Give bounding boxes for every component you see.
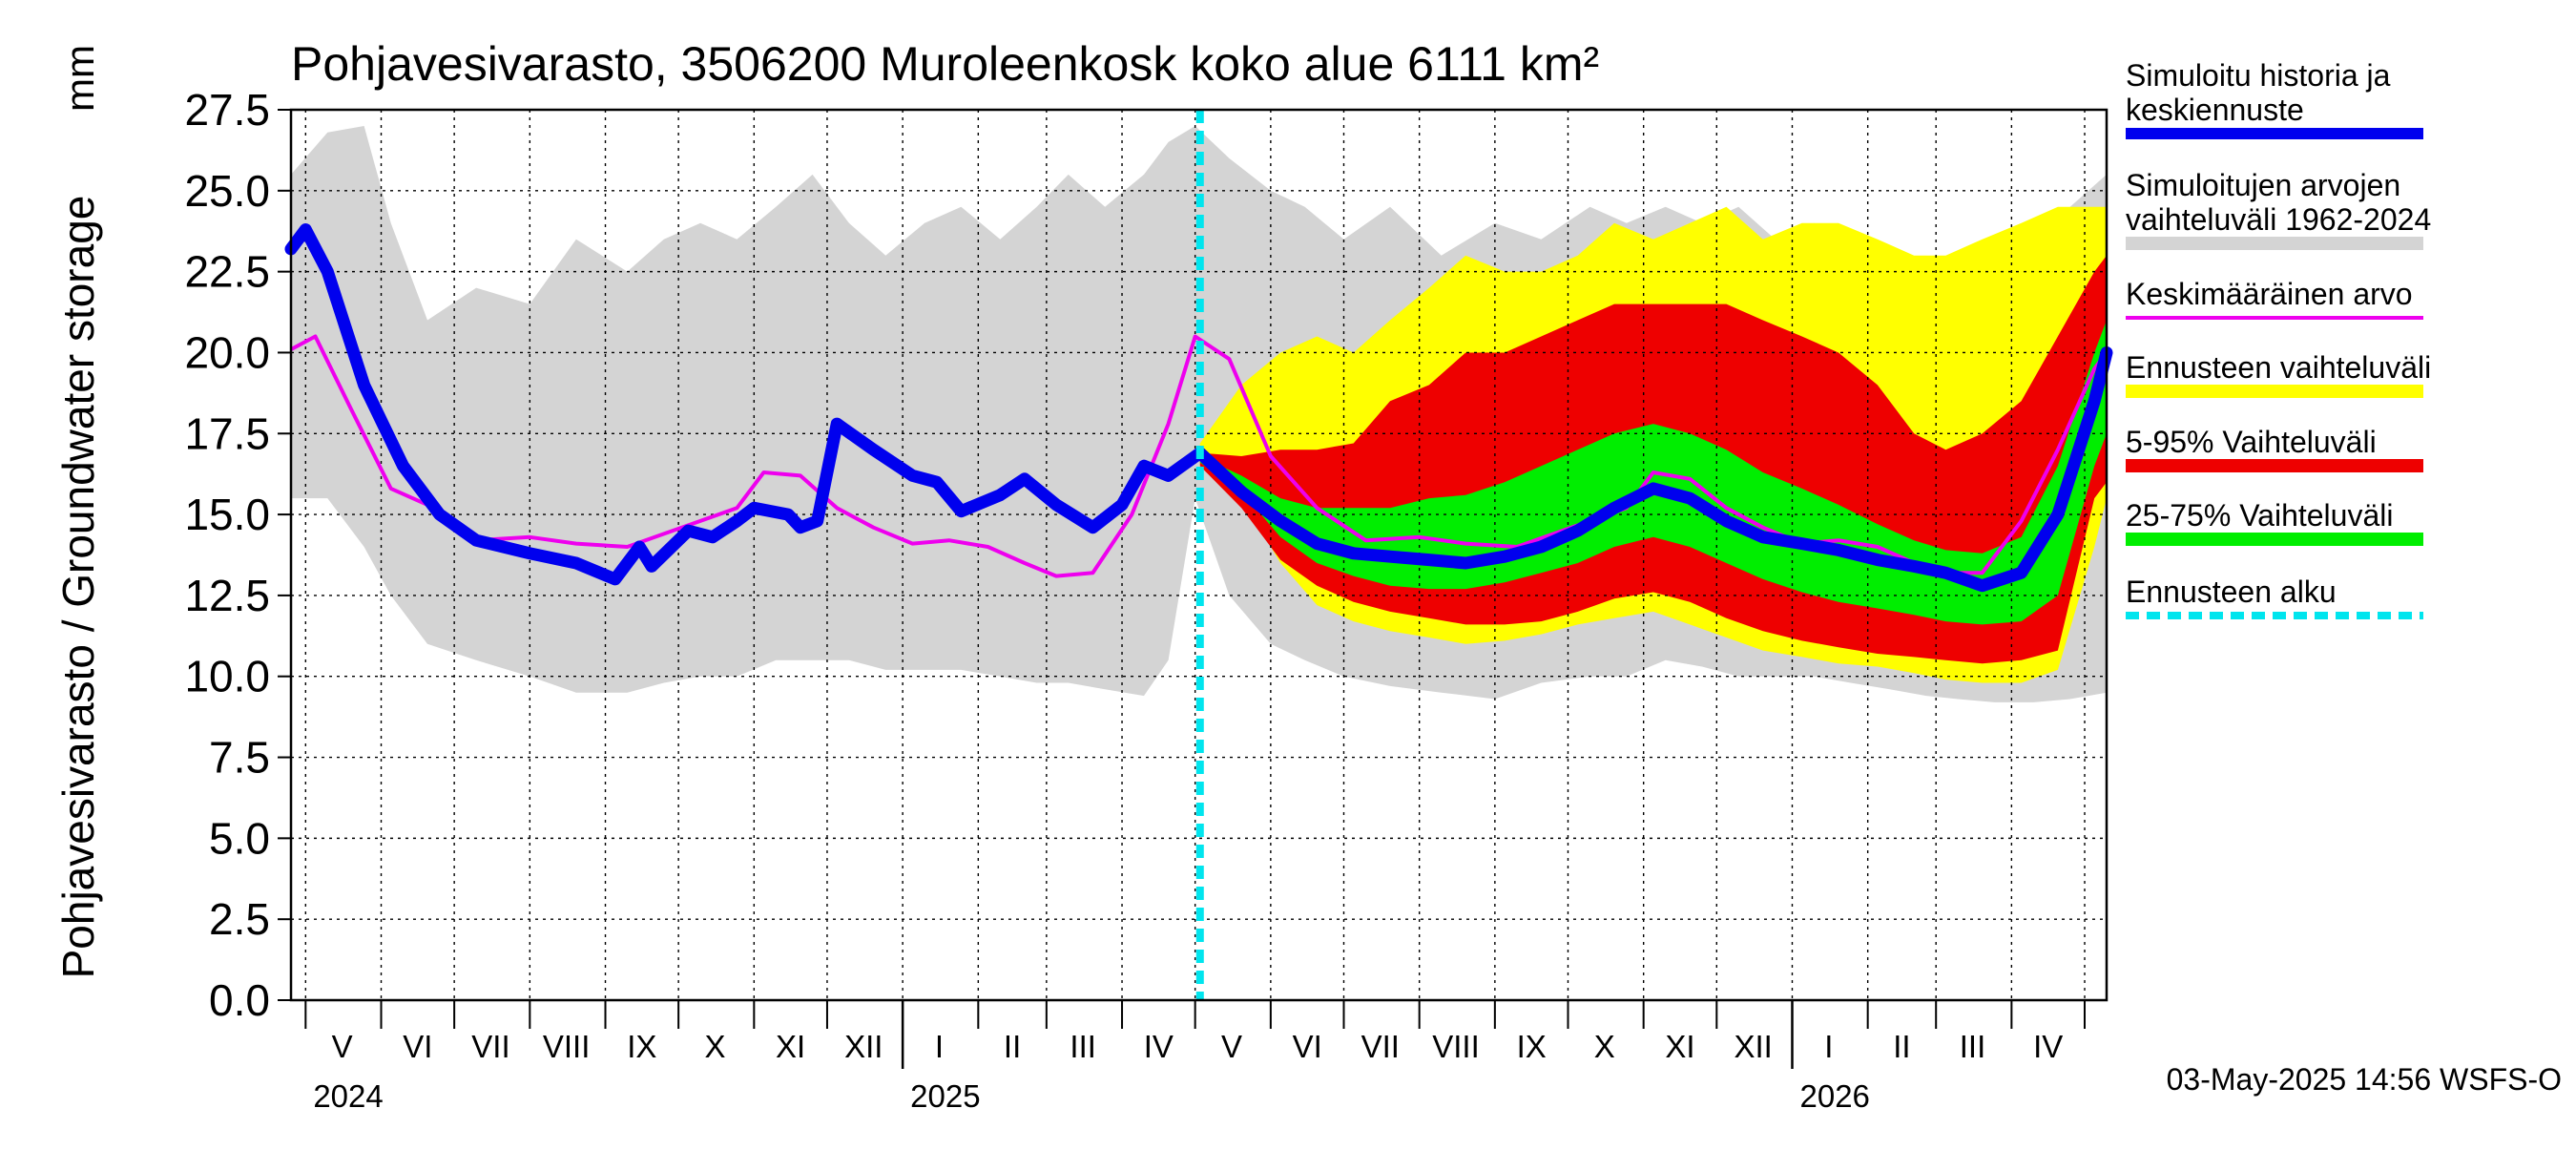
y-axis-label: Pohjavesivarasto / Groundwater storage [53,196,103,979]
month-label: III [1070,1029,1096,1064]
month-label: I [935,1029,944,1064]
legend-label: vaihteluväli 1962-2024 [2126,202,2431,237]
y-axis-unit: mm [57,45,102,112]
data-lines [284,110,2113,1000]
grid-lines [291,109,2107,1001]
mean-line [290,334,2109,578]
axes: 0.0 2.5 5.0 7.5 10.0 12.5 15.0 17.5 20.0 22.5 25.0… [184,85,2109,1114]
month-label: VIII [543,1029,591,1064]
year-label: 2024 [313,1078,383,1114]
legend-label: Ennusteen vaihteluväli [2126,350,2431,385]
month-label: V [1221,1029,1242,1064]
plot-frame [289,108,2109,1002]
month-label: V [332,1029,353,1064]
chart-title: Pohjavesivarasto, 3506200 Muroleenkosk k… [291,37,1599,91]
month-label: XI [776,1029,805,1064]
legend-label: Ennusteen alku [2126,575,2337,609]
y-tick-label: 25.0 [184,166,270,216]
month-label: X [1594,1029,1615,1064]
y-tick-label: 22.5 [184,247,270,297]
month-label: VI [1293,1029,1322,1064]
timestamp-footer: 03-May-2025 14:56 WSFS-O [2167,1062,2562,1097]
y-tick-label: 0.0 [209,975,270,1025]
history-forecast-line [284,223,2113,593]
month-label: VII [1361,1029,1400,1064]
y-tick-label: 17.5 [184,408,270,458]
y-tick-label: 7.5 [209,733,270,783]
month-label: IX [627,1029,656,1064]
month-label: II [1893,1029,1910,1064]
y-tick-label: 2.5 [209,894,270,944]
month-label: VII [471,1029,509,1064]
year-label: 2026 [1799,1078,1869,1114]
y-tick-label: 20.0 [184,327,270,377]
year-label: 2025 [910,1078,980,1114]
month-label: VIII [1432,1029,1480,1064]
y-tick-label: 15.0 [184,490,270,539]
month-label: XI [1665,1029,1694,1064]
month-label: IX [1517,1029,1547,1064]
legend-label: Simuloitu historia ja [2126,58,2391,93]
legend-label: Simuloitujen arvojen [2126,168,2400,202]
month-label: III [1960,1029,1986,1064]
legend-label: 25-75% Vaihteluväli [2126,498,2393,533]
legend-label: Keskimääräinen arvo [2126,277,2413,311]
y-tick-label: 5.0 [209,813,270,863]
y-tick-label: 27.5 [184,85,270,135]
y-tick-label: 10.0 [184,652,270,701]
month-label: I [1824,1029,1833,1064]
month-label: VI [403,1029,432,1064]
month-label: II [1004,1029,1021,1064]
month-label: IV [1144,1029,1174,1064]
month-label: IV [2033,1029,2063,1064]
legend-label: keskiennuste [2126,93,2304,127]
month-label: XII [1734,1029,1772,1064]
month-label: X [704,1029,725,1064]
y-tick-label: 12.5 [184,571,270,620]
month-label: XII [844,1029,883,1064]
legend-label: 5-95% Vaihteluväli [2126,425,2377,459]
